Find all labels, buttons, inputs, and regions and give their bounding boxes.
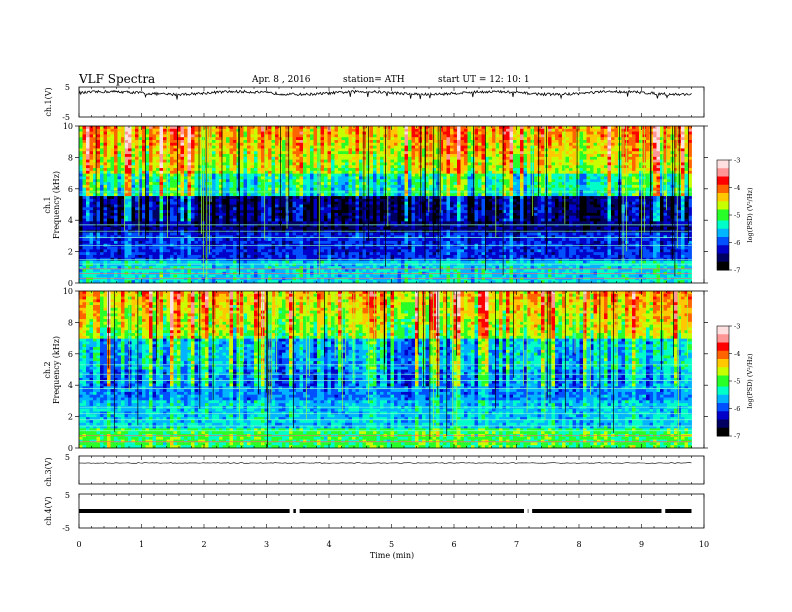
ch1-colorbar-label: log(PSD) (V²/Hz) [746,187,754,242]
xtick-label: 8 [576,540,581,549]
colorbar-tick-label: -5 [734,378,740,386]
ch1-ylabel: ch.1(V) [44,87,53,116]
colorbar-tick-label: -6 [734,405,740,413]
xtick-label: 10 [699,540,709,549]
ch1-ytick-top: 5 [65,83,70,92]
colorbar-tick-label: -4 [734,184,740,192]
ch4-waveform-line [79,509,692,513]
xtick-label: 7 [514,540,519,549]
spec-ytick-label: 8 [68,318,73,327]
ch2-freq-ylabel: Frequency (kHz) [52,336,61,404]
xtick-label: 3 [264,540,269,549]
ch3-waveform-line [78,462,692,464]
ch2-colorbar-label: log(PSD) (V²/Hz) [746,353,754,408]
ch2-spectrogram-panel: 10 8 6 4 2 0 ch.2 Frequency (kHz) [43,287,708,453]
xtick-label: 0 [76,540,81,549]
spec-ytick-label: 0 [68,279,73,288]
ch2-channel-label: ch.2 [43,361,52,378]
spec-ytick-label: 6 [68,350,73,359]
figure-title: VLF Spectra [78,72,155,86]
ch1-spectrogram-panel: 10 8 6 4 2 0 ch.1 Frequency (kHz) [43,122,708,288]
spec-ytick-label: 10 [63,122,73,131]
spec-ytick-label: 4 [68,381,73,390]
xtick-label: 5 [389,540,394,549]
station-label: station= ATH [343,75,405,85]
ch3-frame [78,455,705,485]
xtick-label: 1 [139,540,144,549]
spec-ytick-label: 10 [63,287,73,296]
ch4-waveform-panel: 5 -5 ch.4(V) [44,491,705,533]
xtick-label: 2 [201,540,206,549]
ch4-ylabel: ch.4(V) [44,496,53,525]
ch1-waveform-line [78,89,692,100]
ch1-waveform-panel: 5 -5 ch.1(V) [44,83,705,122]
ch1-ytick-bottom: -5 [62,113,70,122]
colorbar-tick-label: -5 [734,212,740,220]
ch1-spectrogram-image [79,126,692,284]
colorbar-tick-label: -7 [734,433,740,441]
spec-ytick-label: 0 [68,444,73,453]
ch3-ytick-top: 5 [65,453,70,462]
start-time-label: start UT = 12: 10: 1 [438,75,530,85]
ch4-ytick-bottom: -5 [62,524,70,533]
colorbar-tick-label: -4 [734,350,740,358]
colorbar-tick-label: -7 [734,267,740,275]
ch3-waveform-panel: 5 ch.3(V) [44,453,705,487]
xaxis-label: Time (min) [370,551,414,560]
spec-ytick-label: 2 [68,248,73,257]
ch2-spectrogram-image [79,291,692,449]
spec-ytick-label: 4 [68,216,73,225]
ch4-ytick-top: 5 [65,491,70,500]
colorbar-tick-label: -3 [734,323,740,331]
time-tick-labels: 0 1 2 3 4 5 6 7 8 9 10 [76,540,709,549]
xtick-label: 6 [451,540,456,549]
ch3-ylabel: ch.3(V) [44,457,53,486]
colorbar-tick-label: -6 [734,239,740,247]
spec-ytick-label: 6 [68,185,73,194]
colorbar-tick-label: -3 [734,157,740,165]
ch1-colorbar: -3 -4 -5 -6 -7 log(PSD) (V²/Hz) [716,157,754,275]
spec-ytick-label: 8 [68,153,73,162]
date-label: Apr. 8 , 2016 [251,75,311,85]
spec-ytick-label: 2 [68,413,73,422]
time-ticks [78,87,705,528]
ch1-freq-ylabel: Frequency (kHz) [52,171,61,239]
xtick-label: 9 [639,540,644,549]
xtick-label: 4 [326,540,331,549]
ch2-colorbar: -3 -4 -5 -6 -7 log(PSD) (V²/Hz) [716,323,754,441]
ch1-channel-label: ch.1 [43,196,52,213]
